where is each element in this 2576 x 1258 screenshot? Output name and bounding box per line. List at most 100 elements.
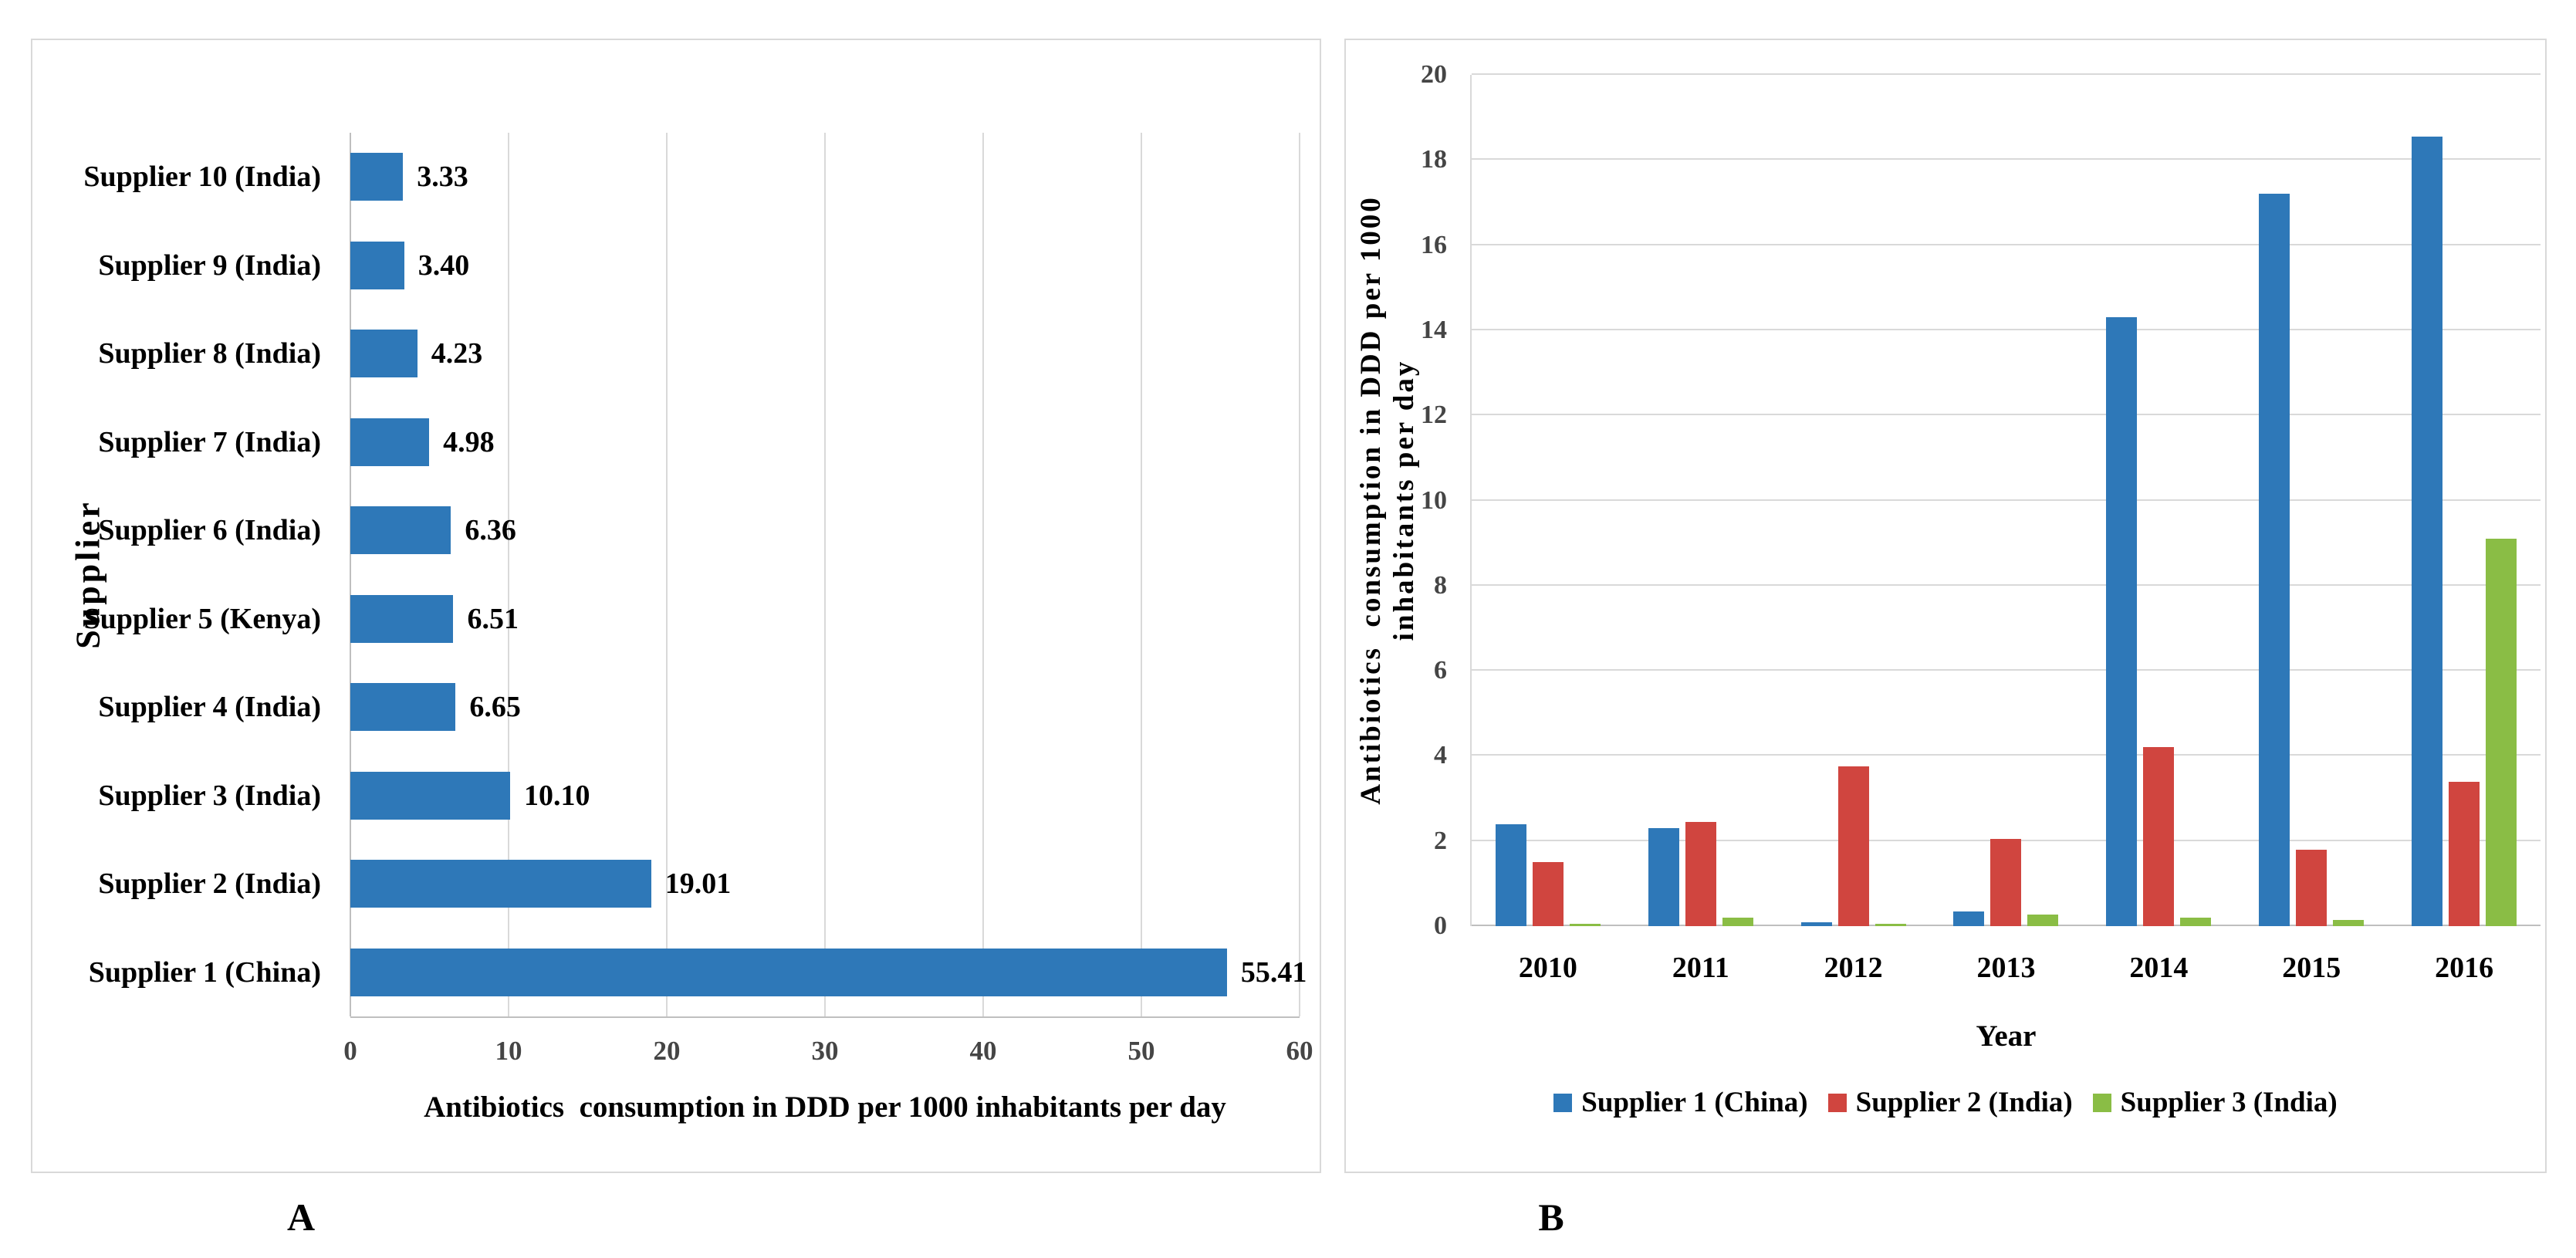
gridline: [982, 133, 984, 1016]
bar: [2412, 136, 2443, 926]
category-label: Supplier 2 (India): [98, 867, 321, 901]
bar: [350, 418, 430, 466]
value-label: 3.40: [418, 249, 470, 282]
bar: [1722, 917, 1753, 926]
bar: [350, 683, 456, 732]
category-label: Supplier 8 (India): [98, 337, 321, 370]
chart-b-x-axis: 2010 2011 2012 2013 2014 2015 2016: [1472, 951, 2541, 993]
y-tick-label: 20: [1421, 60, 1447, 89]
gridline: [1472, 583, 2541, 586]
year-label: 2014: [2129, 952, 2189, 984]
category-label: Supplier 7 (India): [98, 425, 321, 458]
x-tick-label: 0: [343, 1036, 357, 1066]
bar: [350, 330, 418, 378]
y-tick-label: 0: [1434, 911, 1447, 940]
category-label: Supplier 4 (India): [98, 691, 321, 724]
gridline: [1472, 243, 2541, 245]
year-label: 2013: [1976, 952, 2036, 984]
bar-cluster: [1495, 75, 1601, 926]
bar: [2259, 194, 2290, 926]
y-tick-label: 12: [1421, 401, 1447, 430]
gridline: [1472, 754, 2541, 756]
bar: [1569, 924, 1601, 926]
bar: [350, 860, 651, 908]
bar: [2449, 781, 2480, 926]
legend-label: Supplier 1 (China): [1581, 1087, 1808, 1118]
x-axis-line: [350, 1016, 1300, 1018]
bar: [1875, 924, 1906, 926]
bar-row: Supplier 6 (India) 6.36: [98, 486, 1300, 575]
category-label: Supplier 5 (Kenya): [83, 602, 321, 635]
chart-a-x-axis-title: Antibiotics consumption in DDD per 1000 …: [424, 1091, 1226, 1124]
gridline: [1299, 133, 1300, 1016]
chart-b-y-axis-title-line1: Antibiotics consumption in DDD per 1000: [1355, 195, 1387, 805]
category-label: Supplier 10 (India): [83, 161, 321, 194]
bar: [1800, 922, 1832, 926]
bar: [2486, 539, 2517, 926]
x-tick-label: 40: [969, 1036, 997, 1066]
gridline: [1472, 158, 2541, 161]
legend-item: Supplier 2 (India): [1827, 1086, 2073, 1119]
bar: [1648, 828, 1679, 926]
x-tick-label: 20: [653, 1036, 681, 1066]
bar: [1837, 766, 1869, 926]
y-tick-label: 10: [1421, 485, 1447, 515]
value-label: 3.33: [417, 161, 468, 194]
value-label: 10.10: [524, 779, 590, 812]
bar: [350, 948, 1227, 996]
legend-swatch: [1827, 1093, 1847, 1112]
legend-label: Supplier 2 (India): [1855, 1087, 2073, 1118]
bar-row: Supplier 4 (India) 6.65: [98, 663, 1300, 752]
chart-b-legend: Supplier 1 (China) Supplier 2 (India) Supp…: [1346, 1086, 2545, 1119]
bar-row: Supplier 1 (China) 55.41: [89, 928, 1307, 1017]
bar: [350, 506, 451, 555]
category-label: Supplier 9 (India): [98, 249, 321, 282]
bar-row: Supplier 5 (Kenya) 6.51: [83, 575, 1300, 664]
gridline: [1141, 133, 1142, 1016]
bar-group: [1777, 75, 1930, 926]
bar-cluster: [2106, 75, 2212, 926]
year-label: 2011: [1672, 952, 1729, 984]
value-label: 4.23: [431, 337, 483, 370]
bar-cluster: [1800, 75, 1906, 926]
x-tick-label: 50: [1127, 1036, 1155, 1066]
bar: [2180, 917, 2212, 926]
y-tick-label: 14: [1421, 315, 1447, 344]
bar-row: Supplier 9 (India) 3.40: [98, 222, 1300, 310]
value-label: 19.01: [664, 867, 732, 901]
y-tick-label: 8: [1434, 570, 1447, 600]
bar: [350, 153, 404, 201]
x-tick-label: 60: [1286, 1036, 1313, 1066]
bar: [1532, 862, 1564, 926]
year-label: 2015: [2282, 952, 2341, 984]
bar-cluster: [2259, 75, 2365, 926]
bar-row: Supplier 2 (India) 19.01: [98, 840, 1300, 928]
gridline: [666, 133, 668, 1016]
y-tick-label: 6: [1434, 656, 1447, 685]
bar: [2143, 747, 2175, 926]
value-label: 6.51: [467, 602, 519, 635]
bar: [2106, 317, 2138, 926]
bar: [2296, 849, 2328, 926]
bar-group: [2235, 75, 2388, 926]
gridline: [350, 133, 351, 1016]
bar-row: Supplier 10 (India) 3.33: [83, 133, 1300, 222]
legend-swatch: [2092, 1093, 2111, 1112]
bar-group: [2082, 75, 2235, 926]
bar: [1990, 838, 2022, 926]
y-tick-label: 18: [1421, 145, 1447, 174]
bar-cluster: [1953, 75, 2059, 926]
bar: [1495, 823, 1526, 926]
value-label: 4.98: [443, 425, 495, 458]
chart-b-y-axis-title-line2: inhabitants per day: [1388, 359, 1420, 641]
gridline: [1472, 414, 2541, 416]
bar-row: Supplier 8 (India) 4.23: [98, 309, 1300, 398]
bar-rows: Supplier 10 (India) 3.33 Supplier 9 (India…: [83, 133, 1307, 1017]
gridline: [508, 133, 509, 1016]
year-label: 2016: [2435, 952, 2494, 984]
category-label: Supplier 1 (China): [88, 955, 321, 989]
bar-cluster: [1648, 75, 1753, 926]
panel-a: Supplier Supplier 10 (India) 3.33 Supplier…: [31, 39, 1321, 1173]
chart-b-plot-area: 0 2 4 6 8 10 12 14 16 18 20: [1421, 60, 2541, 940]
